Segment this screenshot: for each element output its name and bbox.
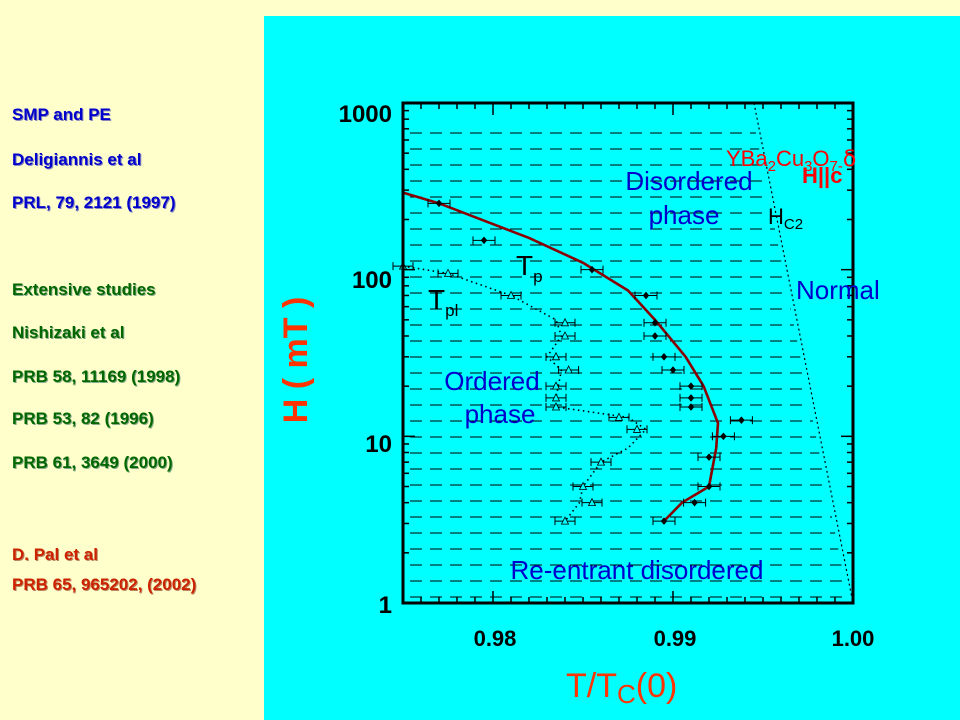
y-tick-label: 1 xyxy=(379,592,392,619)
tp-point xyxy=(669,366,677,374)
disordered-phase-label-1: Disordered xyxy=(625,166,752,196)
tpl-point xyxy=(560,516,570,525)
x-axis-label: T/TC(0) xyxy=(566,667,677,709)
tp-point xyxy=(687,403,695,411)
tpl-point xyxy=(551,402,561,411)
tpl-point xyxy=(551,351,561,361)
tp-point xyxy=(651,318,659,327)
y-axis-label: H ( mT ) xyxy=(277,297,315,424)
tpl-point xyxy=(587,497,597,507)
axis-ticks xyxy=(402,103,854,604)
tp-point xyxy=(651,332,659,340)
tpl-point xyxy=(564,365,573,374)
tpl-point xyxy=(560,331,570,340)
tp-point xyxy=(720,432,727,441)
ref-nishizaki-citation-2: PRB 53, 82 (1996) xyxy=(12,409,154,428)
tp-point xyxy=(660,517,668,525)
reentrant-phase-label: Re-entrant disordered xyxy=(511,555,764,585)
tp-point xyxy=(435,199,443,208)
y-tick-label: 10 xyxy=(365,431,392,458)
x-tick-label: 0.98 xyxy=(474,626,517,651)
tp-point xyxy=(705,482,713,491)
tp-point xyxy=(691,498,698,507)
compound-label: YBa2Cu3O7-δ xyxy=(726,146,856,175)
tp-series-label: Tp xyxy=(516,250,543,286)
tpl-point xyxy=(614,412,624,421)
tp-point xyxy=(687,394,695,402)
tp-point xyxy=(687,382,695,391)
y-tick-label: 100 xyxy=(352,267,392,294)
tp-point xyxy=(588,265,596,274)
x-tick-label: 0.99 xyxy=(654,626,697,651)
field-direction-label: H||c xyxy=(802,163,842,188)
tp-point xyxy=(705,453,713,462)
ref-pal-authors: D. Pal et al xyxy=(12,545,98,564)
ref-extensive-studies: Extensive studies xyxy=(12,280,156,299)
tpl-point xyxy=(560,317,570,327)
ref-nishizaki-citation-3: PRB 61, 3649 (2000) xyxy=(12,453,173,472)
tpl-series-layer xyxy=(392,261,648,526)
tp-point xyxy=(660,352,668,361)
ref-deligiannis-authors: Deligiannis et al xyxy=(12,150,142,169)
plot-frame xyxy=(401,101,855,605)
disordered-hatch-lines xyxy=(410,132,848,598)
x-tick-label: 1.00 xyxy=(832,626,875,651)
ref-nishizaki-citation-1: PRB 58, 11169 (1998) xyxy=(12,367,181,386)
ordered-phase-label-1: Ordered xyxy=(444,366,539,396)
tpl-point xyxy=(443,268,453,277)
tpl-point xyxy=(596,457,606,466)
disordered-phase-label-2: phase xyxy=(649,200,720,230)
ref-pal-citation: PRB 65, 965202, (2002) xyxy=(12,575,197,594)
tpl-point xyxy=(506,290,516,299)
hc2-label: HC2 xyxy=(768,204,803,233)
tp-series-layer xyxy=(402,191,753,526)
tp-point xyxy=(480,236,488,245)
tpl-point xyxy=(578,481,588,490)
tpl-point xyxy=(632,424,642,433)
ordered-phase-label-2: phase xyxy=(465,399,536,429)
tp-point xyxy=(642,291,650,300)
ref-nishizaki-authors: Nishizaki et al xyxy=(12,323,125,342)
ref-smp-title: SMP and PE xyxy=(12,105,111,124)
tp-point xyxy=(738,416,745,425)
tpl-point xyxy=(551,381,561,390)
reference-panel: SMP and PE Deligiannis et al PRL, 79, 21… xyxy=(0,0,264,720)
y-tick-label: 1000 xyxy=(339,101,392,128)
tpl-series-label: Tpl xyxy=(428,284,458,320)
ref-deligiannis-citation: PRL, 79, 2121 (1997) xyxy=(12,193,176,212)
normal-phase-label: Normal xyxy=(796,275,880,305)
tpl-point xyxy=(551,393,561,402)
